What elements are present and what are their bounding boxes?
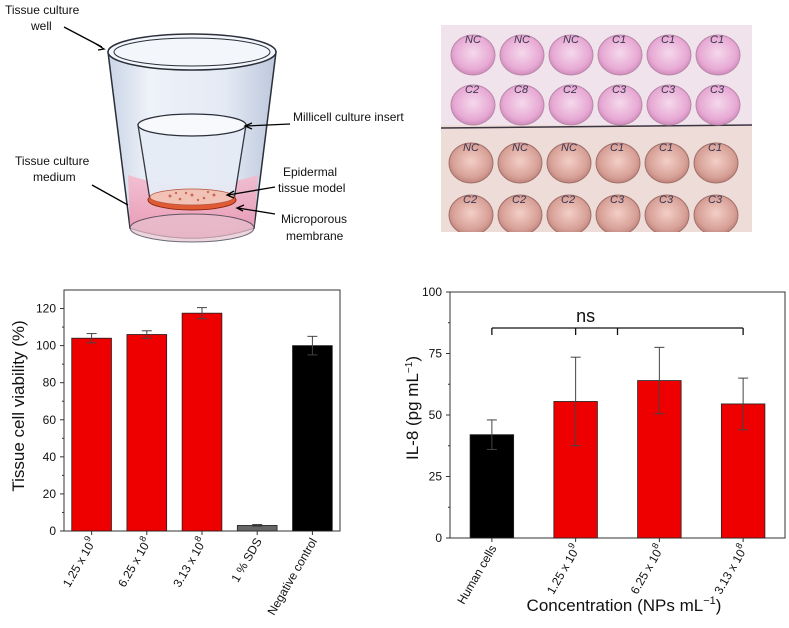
well-marker-label: NC [465,34,481,46]
x-category-label: 3.13 x 108 [709,541,751,597]
y-tick-label: 0 [435,531,442,545]
plate-well [546,142,592,184]
well-marker-label: C2 [563,84,577,96]
well-marker-label: C2 [463,194,477,206]
well-marker-label: C2 [512,194,526,206]
bar [469,434,515,539]
plate-well [644,142,690,184]
bar [292,345,333,532]
y-tick-label: 60 [43,413,57,427]
well-marker-label: NC [563,34,579,46]
il8-x-axis-label: Concentration (NPs mL−1) [527,595,722,615]
well-marker-label: C3 [710,84,725,96]
plate-well [646,84,692,126]
x-category-label: Human cells [454,543,499,607]
y-tick-label: 120 [36,302,56,316]
plate-well [497,142,543,184]
plate-well [450,34,496,76]
il8-y-axis-label: IL-8 (pg mL−1) [403,356,422,460]
epidermal-label-line1: Epidermal [283,165,337,179]
well-marker-label: C3 [708,194,723,206]
well-marker-label: C3 [610,194,625,206]
y-tick-label: 40 [43,450,57,464]
viability-y-axis-label: Tissue cell viability (%) [9,320,28,491]
y-tick-label: 75 [429,347,443,361]
significance-annotation: ns [576,306,595,326]
well-marker-label: C2 [465,84,479,96]
plate-well [646,34,692,76]
medium-label-line1: Tissue culture [15,154,90,168]
well-marker-label: C1 [710,34,724,46]
well-marker-label: NC [463,142,479,154]
y-tick-label: 0 [49,524,56,538]
plate-well [595,142,641,184]
well-label-line2: well [30,19,52,33]
well-marker-label: C3 [661,84,676,96]
well-marker-label: C3 [659,194,674,206]
il8-chart: IL-8 (pg mL−1) Concentration (NPs mL−1) … [400,268,789,623]
plate-well [450,84,496,126]
well-marker-label: NC [514,34,530,46]
well-marker-label: C1 [661,34,675,46]
plate-well [448,142,494,184]
y-tick-label: 20 [43,487,57,501]
viability-chart: Tissue cell viability (%) 0 20 40 60 80 100 12… [0,268,400,623]
x-category-label: Negative control [265,536,320,618]
y-tick-label: 100 [422,285,442,299]
x-category-label: 1.25 x 109 [57,534,99,590]
plate-well [548,34,594,76]
y-tick-label: 25 [429,470,443,484]
bar [71,337,112,532]
bar [181,312,223,532]
y-tick-label: 50 [429,408,443,422]
medium-label-line2: medium [33,170,76,184]
bar [126,334,168,532]
well-plate-photo: NC NC NC C1 C1 C1 C2 C8 C2 C3 C3 C3 NC NC NC C1 C1 C1 C2 C2… [440,25,753,236]
well-marker-label: C1 [612,34,626,46]
x-category-label: 3.13 x 108 [168,534,210,590]
plate-well [597,34,643,76]
well-marker-label: C1 [659,142,673,154]
membrane-label-line2: membrane [286,229,344,243]
y-tick-label: 100 [36,339,56,353]
x-category-label: 6.25 x 108 [112,534,154,590]
epidermal-label-line2: tissue model [278,181,345,195]
well-marker-label: C1 [610,142,624,154]
well-marker-label: C1 [708,142,722,154]
plate-well [695,84,741,126]
plate-well [499,84,545,126]
well-marker-label: C2 [561,194,575,206]
x-category-label: 1.25 x 109 [541,541,583,597]
x-category-label: 6.25 x 108 [625,541,667,597]
x-category-label: 1 % SDS [228,536,264,585]
y-tick-label: 80 [43,376,57,390]
insert-label: Millicell culture insert [293,110,404,124]
culture-insert-illustration: Tissue culture well Millicell culture in… [0,0,420,255]
plate-well [693,142,739,184]
label-leader-lines [63,26,291,215]
plate-well [597,84,643,126]
plate-well [695,34,741,76]
plate-well [499,34,545,76]
well-marker-label: C8 [514,84,529,96]
well-marker-label: NC [561,142,577,154]
plate-well [548,84,594,126]
well-marker-label: NC [512,142,528,154]
millicell-insert-drawing [137,113,247,211]
membrane-label-line1: Microporous [281,212,347,226]
well-label-line1: Tissue culture [5,3,80,17]
well-marker-label: C3 [612,84,627,96]
